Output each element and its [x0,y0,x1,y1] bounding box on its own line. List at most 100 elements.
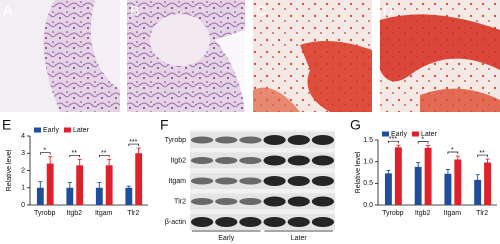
blot-band [215,136,238,144]
significance-bracket [128,143,140,147]
blot-band [263,196,286,207]
bar [454,159,462,205]
panel-label: B [130,3,139,19]
x-tick-label: Itgb2 [415,210,431,217]
blot-band [190,217,214,227]
panel-label: C [256,3,266,19]
y-axis-label: Relative level [355,151,362,193]
significance-label: ** [101,150,107,157]
y-tick-label: 1 [21,185,25,192]
bar [444,173,452,205]
bar [424,147,432,205]
blot-band [215,217,238,227]
blot-band [190,198,214,205]
significance-label: * [451,147,454,154]
error-bar [136,147,141,159]
blot-row-label: Itgam [168,178,186,185]
blot-band [190,136,214,144]
bar [46,163,54,205]
legend-swatch [34,127,41,133]
legend-label: Early [391,131,407,138]
error-bar [426,145,431,151]
x-tick-label: Itgb2 [66,210,82,217]
y-tick-label: 1.5 [363,137,373,144]
blot-band [287,217,310,227]
error-bar [485,158,490,167]
bar [36,187,44,205]
y-axis-label: Relative level [6,149,13,191]
error-bar [455,155,460,164]
bar [66,187,74,205]
blot-band [311,217,335,227]
group-label: Early [218,235,234,242]
x-tick-label: Tlr2 [127,210,139,217]
significance-bracket [69,154,81,158]
panel-label: G [350,117,361,133]
bar [105,165,113,205]
error-bar [97,182,102,194]
error-bar [126,185,131,190]
panel-label: E [2,117,11,133]
panel-label: A [3,3,13,19]
blot-band [239,136,262,144]
significance-label: ** [72,150,78,157]
blot-band [239,177,262,185]
bar [394,147,402,205]
blot-band [287,176,310,186]
blot-band [311,196,335,207]
significance-label: * [421,136,424,143]
micrograph-a [0,0,120,112]
y-tick-label: 1.0 [363,159,373,166]
blot-band [263,135,286,145]
bar [95,187,103,205]
group-label: Later [291,235,308,242]
blot-band [190,177,214,185]
western-blot: Tyrobp Itgb2 Itgam Tlr2 β-actin Early Later [165,130,335,242]
blot-row-label: Itgb2 [170,157,186,164]
error-bar [445,169,450,179]
error-bar [475,174,480,186]
y-tick-label: 3 [21,150,25,157]
bar [384,173,392,205]
y-tick-label: 0 [21,202,25,209]
significance-bracket [477,154,488,158]
significance-bracket [39,152,51,155]
blot-band [215,198,238,205]
micrograph-b [127,0,245,112]
significance-label: * [43,148,46,155]
blot-band [287,155,310,166]
significance-bracket [388,140,399,144]
blot-row-label: Tyrobp [165,137,187,144]
legend-label: Later [73,127,90,134]
bar [135,153,143,205]
x-tick-label: Itgam [95,210,113,217]
y-tick-label: 2 [21,167,25,174]
significance-bracket [417,141,429,144]
significance-label: ** [479,150,485,157]
blot-band [311,155,335,166]
significance-bracket [447,151,459,155]
legend-label: Early [43,127,59,134]
error-bar [77,158,82,172]
panel-label: F [160,117,169,133]
legend-swatch [63,127,71,133]
bar [414,166,422,205]
error-bar [38,181,43,195]
blot-band [263,155,286,166]
blot-band [215,157,238,164]
blot-band [239,157,262,164]
legend-swatch [411,131,419,137]
blot-band [263,217,286,227]
bar [474,179,482,205]
blot-band [239,217,262,227]
x-tick-label: Tyrobp [382,210,404,217]
bar [76,165,84,205]
panel-labels: A B C D E F G [2,3,393,133]
blot-band [239,198,262,205]
blot-band [263,176,286,186]
micrograph-d [380,0,500,112]
blot-row-label: Tlr2 [174,198,186,205]
error-bar [107,158,112,172]
significance-label: *** [389,136,397,143]
